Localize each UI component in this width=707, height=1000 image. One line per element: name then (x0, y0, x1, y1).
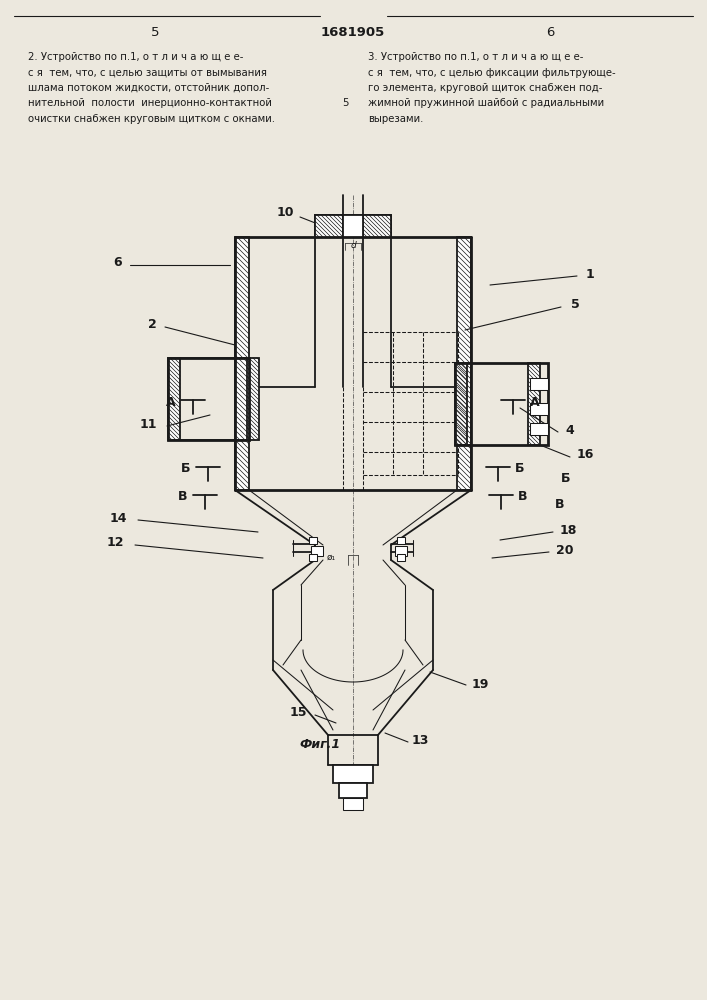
Bar (530, 423, 548, 435)
Text: 18: 18 (559, 524, 577, 536)
Bar (530, 403, 548, 415)
Text: нительной  полости  инерционно-контактной: нительной полости инерционно-контактной (28, 99, 272, 108)
Bar (343, 798, 363, 810)
Bar (455, 363, 548, 445)
Text: 10: 10 (276, 207, 293, 220)
Bar (395, 546, 407, 556)
Bar (343, 215, 363, 237)
Text: Б: Б (515, 462, 525, 476)
Text: 19: 19 (472, 678, 489, 692)
Text: Б: Б (561, 472, 571, 485)
Bar (309, 537, 317, 544)
Text: Фиг.1: Фиг.1 (300, 738, 341, 752)
Bar (168, 358, 249, 440)
Text: 5: 5 (151, 26, 159, 39)
Text: го элемента, круговой щиток снабжен под-: го элемента, круговой щиток снабжен под- (368, 83, 602, 93)
Text: 20: 20 (556, 544, 574, 556)
Bar (311, 546, 323, 556)
Text: вырезами.: вырезами. (368, 114, 423, 124)
Text: 6: 6 (546, 26, 554, 39)
Text: жимной пружинной шайбой с радиальными: жимной пружинной шайбой с радиальными (368, 99, 604, 108)
Text: 16: 16 (576, 448, 594, 462)
Bar (363, 215, 391, 237)
Bar (397, 554, 405, 561)
Text: 12: 12 (106, 536, 124, 550)
Text: 5: 5 (571, 298, 579, 312)
Bar (339, 783, 367, 798)
Text: А: А (530, 395, 540, 408)
Text: шлама потоком жидкости, отстойник допол-: шлама потоком жидкости, отстойник допол- (28, 83, 269, 93)
Text: 15: 15 (289, 706, 307, 720)
Text: ø₁: ø₁ (327, 552, 336, 562)
Bar (247, 358, 259, 440)
Text: очистки снабжен круговым щитком с окнами.: очистки снабжен круговым щитком с окнами… (28, 114, 275, 124)
Bar (309, 554, 317, 561)
Text: с я  тем, что, с целью защиты от вымывания: с я тем, что, с целью защиты от вымывани… (28, 68, 267, 78)
Bar (530, 378, 548, 390)
Bar (528, 363, 540, 445)
Text: 14: 14 (110, 512, 127, 524)
Bar (457, 237, 471, 490)
Text: 2: 2 (148, 318, 156, 332)
Text: 6: 6 (114, 256, 122, 269)
Text: В: В (555, 498, 565, 512)
Bar (333, 765, 373, 783)
Bar (455, 363, 467, 445)
Text: 1: 1 (585, 268, 595, 282)
Text: 4: 4 (566, 424, 574, 436)
Text: В: В (518, 490, 527, 504)
Bar (235, 237, 249, 490)
Text: 5: 5 (341, 98, 349, 107)
Text: 2. Устройство по п.1, о т л и ч а ю щ е е-: 2. Устройство по п.1, о т л и ч а ю щ е … (28, 52, 243, 62)
Text: А: А (166, 395, 176, 408)
Text: 13: 13 (411, 734, 428, 746)
Text: 3. Устройство по п.1, о т л и ч а ю щ е е-: 3. Устройство по п.1, о т л и ч а ю щ е … (368, 52, 583, 62)
Text: d: d (350, 241, 356, 250)
Text: Б: Б (181, 462, 191, 476)
Bar (168, 358, 180, 440)
Text: 11: 11 (139, 418, 157, 432)
Text: 1681905: 1681905 (321, 26, 385, 39)
Text: с я  тем, что, с целью фиксации фильтрующе-: с я тем, что, с целью фиксации фильтрующ… (368, 68, 616, 78)
Bar (397, 537, 405, 544)
Text: В: В (178, 490, 188, 504)
Bar (315, 215, 343, 237)
